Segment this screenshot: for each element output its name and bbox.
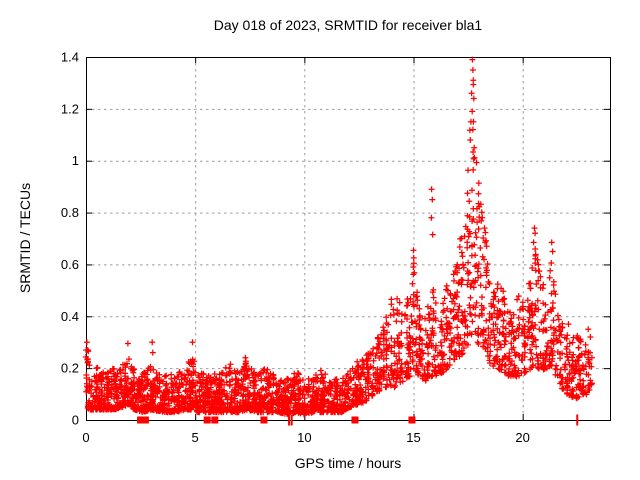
x-tick-label: 10 bbox=[297, 430, 311, 445]
x-axis-label: GPS time / hours bbox=[294, 455, 402, 471]
x-tick-labels: 0 5 10 15 20 bbox=[82, 430, 530, 445]
y-tick-label: 0.4 bbox=[61, 309, 79, 324]
x-tick-label: 20 bbox=[515, 430, 529, 445]
y-tick-label: 0 bbox=[72, 413, 79, 428]
x-tick-label: 0 bbox=[82, 430, 89, 445]
y-tick-label: 0.8 bbox=[61, 205, 79, 220]
data-points bbox=[82, 56, 595, 418]
axis-ticks bbox=[86, 57, 610, 421]
x-tick-label: 5 bbox=[192, 430, 199, 445]
y-tick-label: 1.2 bbox=[61, 101, 79, 116]
x-tick-label: 15 bbox=[406, 430, 420, 445]
y-tick-label: 1 bbox=[72, 153, 79, 168]
y-tick-label: 0.6 bbox=[61, 257, 79, 272]
y-tick-label: 0.2 bbox=[61, 361, 79, 376]
chart-title: Day 018 of 2023, SRMTID for receiver bla… bbox=[213, 17, 483, 33]
y-axis-label: SRMTID / TECUs bbox=[17, 182, 33, 294]
y-tick-labels: 0 0.2 0.4 0.6 0.8 1 1.2 1.4 bbox=[61, 50, 79, 428]
zero-markers bbox=[137, 414, 579, 426]
y-tick-label: 1.4 bbox=[61, 50, 79, 65]
plot-border bbox=[86, 57, 611, 421]
